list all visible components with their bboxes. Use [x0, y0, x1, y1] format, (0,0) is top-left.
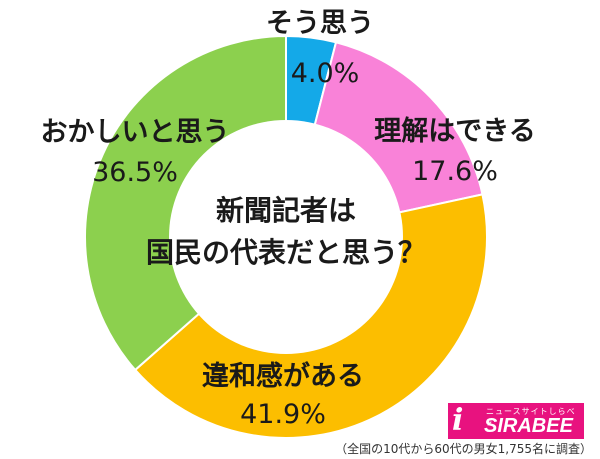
survey-footnote: （全国の10代から60代の男女1,755名に調査）: [335, 442, 592, 456]
label-sou-omou: そう思う: [266, 8, 374, 39]
value-iwakan-aru: 41.9%: [240, 399, 326, 430]
value-rikai-dekiru: 17.6%: [412, 156, 498, 187]
label-okashii-omou: おかしいと思う: [41, 117, 230, 148]
donut-hole: [169, 120, 403, 354]
label-rikai-dekiru: 理解はできる: [374, 116, 535, 147]
logo-subtitle: ニュースサイトしらべぇ: [486, 407, 576, 427]
center-title-line-2: 国民の代表だと思う？: [146, 236, 426, 269]
sirabee-logo: i ニュースサイトしらべぇ SIRABEE: [448, 403, 584, 439]
value-sou-omou: 4.0%: [291, 58, 360, 89]
value-okashii-omou: 36.5%: [92, 157, 178, 188]
logo-wordmark: SIRABEE: [484, 415, 573, 437]
label-iwakan-aru: 違和感がある: [202, 360, 364, 392]
center-title-line-1: 新聞記者は: [216, 194, 356, 227]
i-letter-icon: i: [452, 403, 464, 438]
